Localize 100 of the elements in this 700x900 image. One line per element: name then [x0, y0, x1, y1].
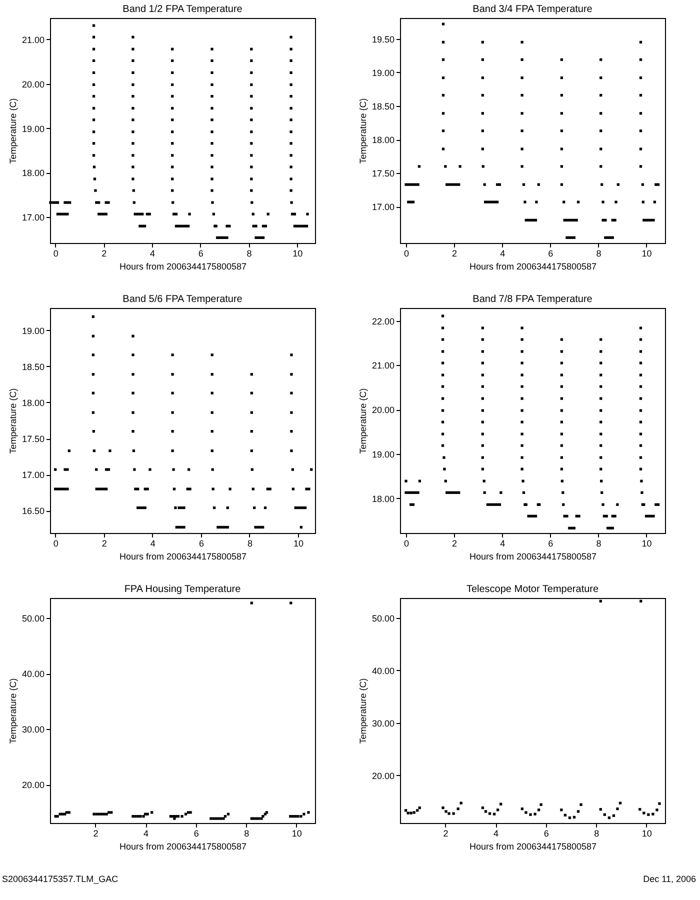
x-tick-label: 8 — [246, 248, 252, 258]
chart-title: Band 1/2 FPA Temperature — [122, 4, 243, 15]
y-tick-label: 19.00 — [22, 124, 44, 134]
y-tick-label: 19.00 — [22, 326, 44, 336]
x-tick-label: 10 — [292, 828, 302, 838]
x-tick-label: 4 — [494, 828, 499, 838]
x-tick-label: 2 — [102, 248, 107, 258]
y-axis-title: Temperature (C) — [8, 388, 18, 454]
chart-title: Band 7/8 FPA Temperature — [472, 294, 593, 305]
x-axis-title: Hours from 2006344175800587 — [469, 842, 597, 852]
point — [656, 808, 658, 812]
point — [257, 817, 260, 820]
x-tick-label: 8 — [244, 828, 250, 838]
point — [290, 602, 292, 604]
point — [412, 811, 416, 814]
x-tick-label: 8 — [247, 538, 252, 548]
x-tick-label: 10 — [294, 538, 304, 548]
point — [452, 812, 455, 815]
y-axis-title: Temperature (C) — [8, 98, 18, 164]
x-tick-label: 4 — [150, 538, 156, 548]
y-axis-title: Temperature (C) — [358, 98, 368, 164]
point — [302, 812, 306, 816]
y-tick-label: 19.00 — [372, 68, 394, 78]
x-tick-label: 10 — [642, 828, 652, 838]
x-tick-label: 4 — [500, 248, 506, 258]
x-tick-label: 8 — [596, 538, 602, 548]
x-axis-title: Hours from 2006344175800587 — [469, 262, 597, 272]
point — [254, 817, 258, 820]
x-tick-label: 8 — [596, 248, 602, 258]
point — [529, 813, 532, 816]
y-tick-label: 21.00 — [372, 360, 394, 371]
chart-title: FPA Housing Temperature — [124, 584, 242, 595]
point — [110, 811, 113, 814]
x-tick-label: 2 — [102, 538, 107, 548]
y-tick-label: 18.50 — [22, 362, 44, 372]
y-tick-label: 19.00 — [372, 450, 394, 460]
point — [150, 811, 154, 814]
x-tick-label: 6 — [548, 538, 554, 548]
y-axis-title: Temperature (C) — [358, 388, 368, 454]
x-tick-label: 6 — [198, 248, 204, 258]
text: S2006344175357.TLM_GAC — [2, 874, 118, 884]
y-tick-label: 30.00 — [372, 718, 394, 728]
x-tick-label: 10 — [292, 248, 303, 258]
point — [212, 817, 215, 820]
point — [410, 812, 412, 814]
point — [484, 810, 488, 813]
point — [180, 815, 184, 818]
point — [220, 817, 222, 820]
y-tick-label: 40.00 — [22, 669, 44, 680]
point — [217, 817, 220, 820]
point — [448, 812, 450, 815]
x-tick-label: 0 — [53, 538, 58, 548]
x-tick-label: 4 — [144, 828, 149, 838]
x-tick-label: 0 — [404, 538, 410, 548]
point — [68, 811, 70, 814]
y-tick-label: 18.00 — [372, 135, 394, 146]
point — [406, 812, 410, 814]
x-axis-title: Hours from 2006344175800587 — [119, 842, 247, 852]
text: Dec 11, 2006 — [643, 874, 696, 884]
x-tick-label: 4 — [150, 248, 156, 258]
y-tick-label: 20.00 — [22, 79, 44, 90]
point — [139, 815, 142, 818]
x-tick-label: 6 — [198, 538, 204, 548]
y-tick-label: 30.00 — [22, 724, 44, 735]
y-tick-label: 21.00 — [22, 34, 44, 45]
y-tick-label: 19.50 — [372, 34, 394, 44]
y-axis-title: Temperature (C) — [8, 678, 18, 744]
y-tick-label: 17.50 — [22, 434, 44, 444]
x-tick-label: 10 — [642, 538, 652, 548]
point — [444, 810, 448, 813]
x-axis-title: Hours from 2006344175800587 — [469, 552, 597, 562]
y-tick-label: 22.00 — [372, 316, 394, 326]
point — [642, 812, 646, 814]
y-tick-label: 18.00 — [22, 398, 44, 408]
x-tick-label: 2 — [452, 248, 458, 258]
y-tick-label: 17.00 — [22, 470, 44, 480]
y-tick-label: 40.00 — [372, 666, 394, 676]
point — [576, 810, 580, 813]
y-tick-label: 50.00 — [22, 614, 44, 624]
point — [442, 806, 444, 810]
point — [210, 817, 212, 820]
y-tick-label: 18.50 — [372, 101, 394, 112]
point — [534, 812, 536, 816]
x-tick-label: 2 — [452, 538, 458, 548]
point — [616, 808, 619, 810]
point — [460, 802, 462, 804]
x-tick-label: 0 — [404, 248, 410, 258]
x-axis-title: Hours from 2006344175800587 — [119, 262, 247, 272]
x-tick-label: 4 — [500, 538, 506, 548]
point — [262, 815, 264, 818]
point — [658, 802, 661, 805]
x-tick-label: 2 — [443, 828, 448, 838]
point — [108, 811, 110, 814]
y-tick-label: 17.00 — [372, 202, 394, 212]
y-tick-label: 20.00 — [372, 405, 394, 416]
point — [250, 602, 253, 604]
point — [580, 803, 582, 806]
y-tick-label: 18.00 — [372, 494, 394, 504]
point — [146, 812, 149, 816]
y-tick-label: 20.00 — [372, 770, 394, 781]
